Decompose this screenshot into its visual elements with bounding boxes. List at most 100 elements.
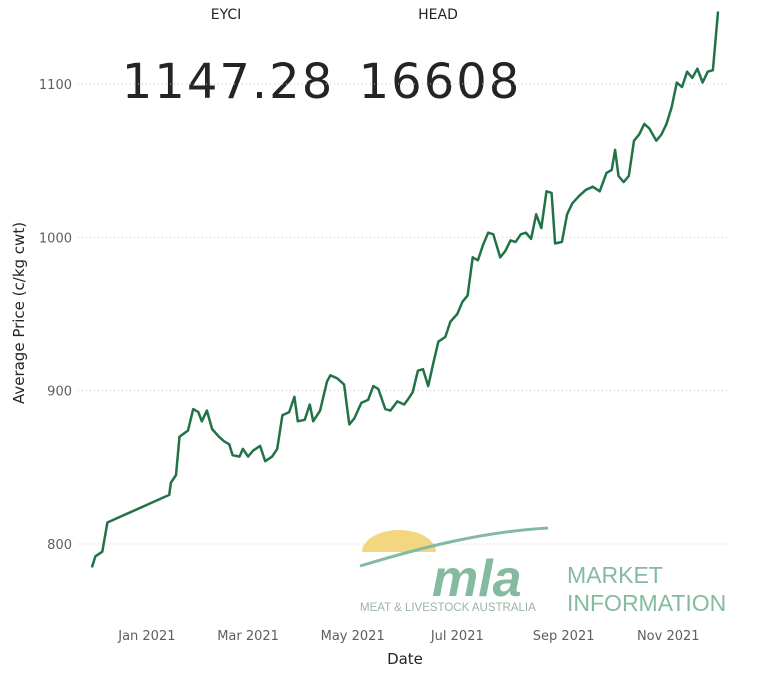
data-point bbox=[94, 555, 97, 558]
data-point bbox=[309, 403, 311, 406]
data-point bbox=[106, 521, 109, 524]
sun-icon bbox=[362, 530, 436, 552]
data-point bbox=[247, 455, 249, 458]
data-point bbox=[456, 313, 459, 315]
data-point bbox=[466, 294, 469, 297]
data-point bbox=[655, 139, 658, 142]
data-point bbox=[592, 185, 594, 188]
x-tick-label: Mar 2021 bbox=[217, 629, 279, 644]
data-point bbox=[477, 259, 479, 262]
data-point bbox=[242, 448, 244, 450]
mla-wordmark: mla bbox=[432, 550, 522, 608]
mla-tagline: MEAT & LIVESTOCK AUSTRALIA bbox=[360, 602, 536, 614]
mla-market-information-logo: mla MEAT & LIVESTOCK AUSTRALIA MARKET IN… bbox=[359, 526, 726, 616]
data-point bbox=[578, 195, 580, 197]
data-point bbox=[403, 403, 405, 406]
data-point bbox=[571, 202, 573, 205]
data-point bbox=[686, 70, 688, 73]
data-point bbox=[168, 494, 170, 496]
data-point bbox=[264, 460, 267, 463]
data-point bbox=[648, 127, 651, 130]
data-point bbox=[422, 368, 424, 371]
data-point bbox=[520, 233, 522, 236]
data-point bbox=[633, 139, 635, 142]
data-point bbox=[231, 454, 234, 456]
data-point bbox=[622, 181, 625, 183]
data-point bbox=[360, 402, 363, 404]
data-point bbox=[319, 409, 321, 412]
data-point bbox=[670, 106, 673, 108]
data-point bbox=[504, 250, 507, 252]
data-point bbox=[706, 70, 709, 73]
data-point bbox=[406, 399, 409, 401]
data-point bbox=[717, 11, 719, 13]
data-point bbox=[326, 380, 328, 383]
data-point bbox=[252, 449, 254, 452]
data-point bbox=[530, 238, 532, 240]
data-point bbox=[367, 399, 369, 401]
data-point bbox=[281, 414, 284, 417]
data-point bbox=[535, 213, 537, 216]
data-point bbox=[492, 233, 495, 236]
data-point bbox=[377, 388, 380, 390]
data-point bbox=[554, 242, 556, 245]
data-point bbox=[312, 420, 315, 423]
data-point bbox=[228, 443, 230, 446]
data-point bbox=[499, 256, 502, 259]
data-point bbox=[665, 123, 668, 125]
data-point bbox=[701, 81, 704, 84]
data-point bbox=[417, 369, 419, 372]
data-point bbox=[372, 385, 375, 387]
y-axis-ticks: 800 900 1000 1100 bbox=[39, 78, 72, 553]
x-tick-label: Jul 2021 bbox=[430, 629, 484, 644]
data-point bbox=[525, 231, 527, 234]
gridlines bbox=[78, 83, 730, 545]
y-tick-label: 900 bbox=[47, 385, 72, 400]
data-point bbox=[638, 133, 640, 136]
data-point bbox=[427, 385, 430, 387]
data-point bbox=[329, 374, 332, 377]
data-point bbox=[482, 244, 484, 246]
x-tick-label: Nov 2021 bbox=[637, 629, 700, 644]
data-point bbox=[610, 169, 613, 171]
data-point bbox=[550, 192, 553, 194]
data-point bbox=[487, 231, 490, 234]
information-label: INFORMATION bbox=[567, 590, 726, 616]
data-point bbox=[566, 213, 568, 216]
market-label: MARKET bbox=[567, 562, 663, 588]
data-point bbox=[178, 435, 181, 438]
data-point bbox=[192, 408, 194, 410]
data-point bbox=[187, 429, 189, 432]
kpi-value-eyci: 1147.28 bbox=[122, 54, 335, 110]
horizon-swoosh-icon bbox=[359, 526, 549, 568]
data-point bbox=[348, 423, 351, 426]
data-point bbox=[271, 455, 273, 458]
data-point bbox=[605, 172, 608, 174]
data-point bbox=[297, 420, 299, 423]
data-point bbox=[101, 550, 104, 553]
data-point bbox=[170, 481, 172, 484]
kpi-label-head: HEAD bbox=[418, 7, 458, 23]
data-point bbox=[288, 411, 291, 413]
data-point bbox=[303, 419, 306, 421]
data-point bbox=[201, 420, 203, 423]
data-point bbox=[585, 189, 587, 191]
data-point bbox=[628, 175, 630, 177]
data-point bbox=[514, 241, 517, 243]
data-point bbox=[660, 133, 663, 136]
x-tick-label: May 2021 bbox=[321, 629, 385, 644]
data-points bbox=[91, 11, 719, 568]
data-point bbox=[353, 417, 356, 420]
data-point bbox=[276, 448, 279, 450]
data-point bbox=[712, 69, 714, 71]
data-point bbox=[444, 336, 447, 338]
data-point bbox=[643, 123, 646, 125]
data-point bbox=[437, 340, 440, 343]
data-point bbox=[545, 190, 548, 193]
data-point bbox=[509, 239, 512, 242]
data-point bbox=[384, 408, 387, 410]
data-point bbox=[461, 300, 464, 303]
data-point bbox=[175, 474, 177, 476]
data-point bbox=[293, 396, 296, 398]
